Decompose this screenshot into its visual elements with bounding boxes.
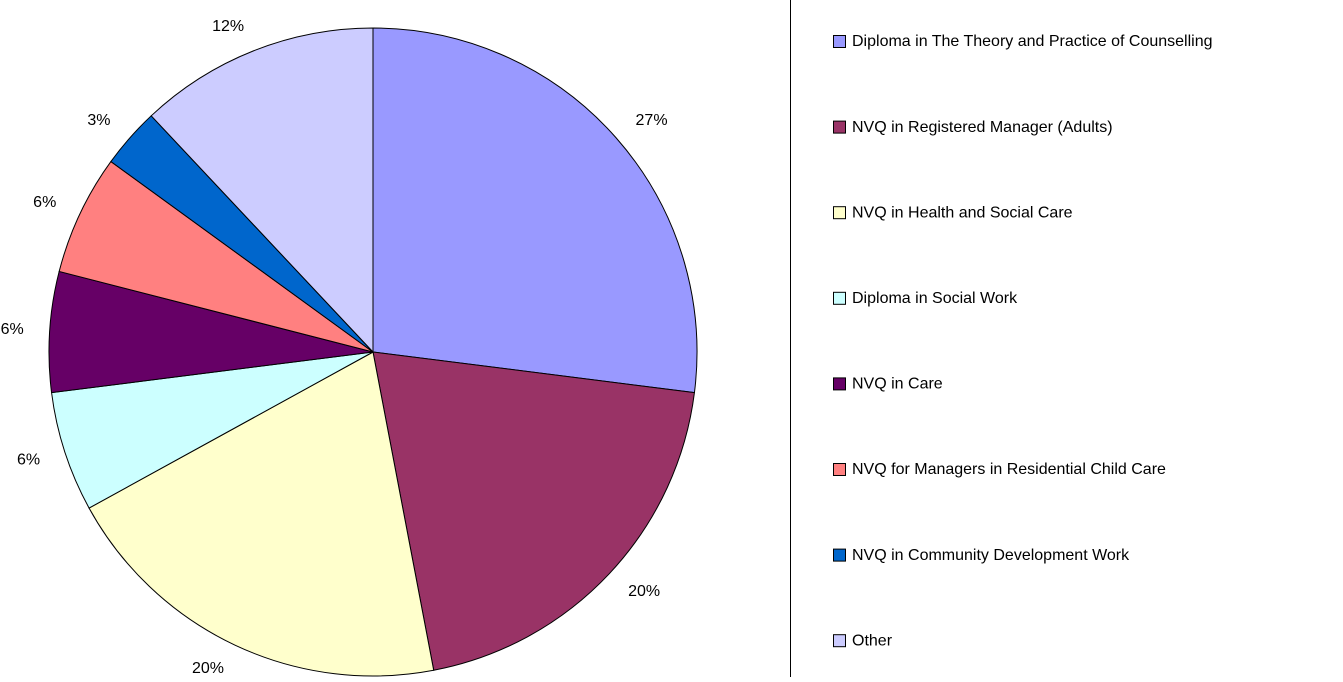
- legend-swatch: [833, 120, 846, 134]
- legend-swatch: [833, 548, 846, 562]
- data-label: 27%: [636, 112, 668, 129]
- pie-slice: [50, 351, 374, 509]
- legend-label: Diploma in Social Work: [852, 290, 1018, 307]
- legend-label: NVQ in Care: [852, 376, 943, 393]
- legend-label: NVQ in Health and Social Care: [852, 204, 1073, 221]
- legend-label: Diploma in The Theory and Practice of Co…: [852, 33, 1213, 50]
- data-label: 6%: [17, 451, 40, 468]
- legend-swatch: [833, 291, 846, 305]
- data-label: 20%: [628, 583, 660, 600]
- pie-slice: [58, 160, 374, 353]
- data-label: 20%: [192, 660, 224, 677]
- legend-label: NVQ in Community Development Work: [852, 547, 1130, 564]
- data-label: 3%: [87, 112, 110, 129]
- data-label: 6%: [33, 194, 56, 211]
- legend-label: NVQ for Managers in Residential Child Ca…: [852, 461, 1166, 478]
- pie-slice: [372, 351, 696, 671]
- pie-slice: [150, 27, 374, 354]
- legend-label: NVQ in Registered Manager (Adults): [852, 119, 1113, 136]
- pie-slice: [88, 351, 435, 677]
- legend-swatch: [833, 463, 846, 476]
- legend-swatch: [833, 206, 846, 220]
- legend-swatch: [833, 35, 846, 48]
- data-label: 12%: [212, 18, 244, 35]
- pie-slice: [372, 27, 698, 394]
- legend-swatch: [833, 377, 846, 391]
- legend-label: Other: [852, 632, 893, 649]
- pie-slice: [48, 270, 374, 394]
- legend-swatch: [833, 634, 846, 648]
- data-label: 6%: [1, 321, 24, 338]
